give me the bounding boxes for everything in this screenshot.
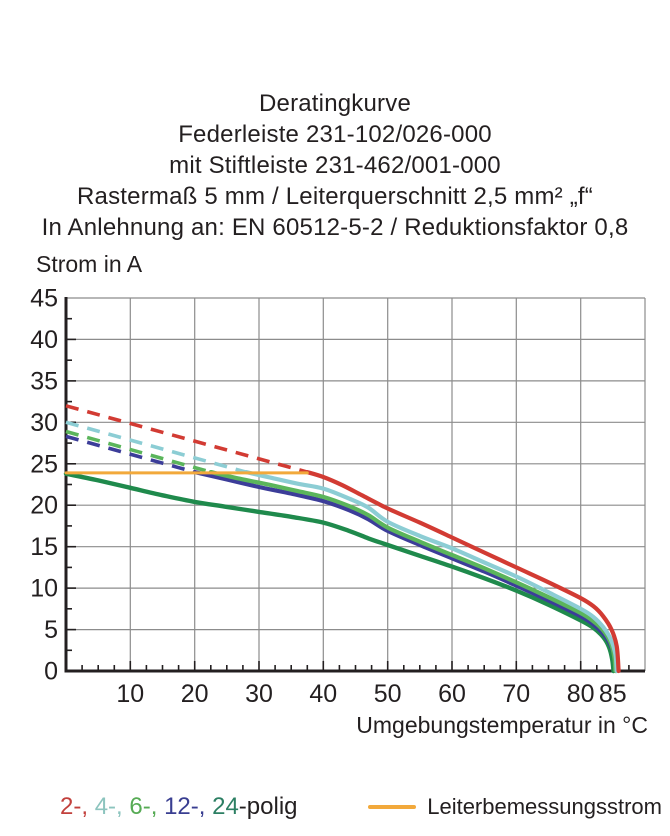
x-tick-label: 85	[599, 680, 627, 708]
x-tick-label: 70	[502, 680, 530, 708]
curve-24-polig	[63, 471, 616, 674]
chart-title-line: Federleiste 231-102/026-000	[178, 121, 492, 148]
x-tick-label: 10	[116, 680, 144, 708]
chart-title-line: Rastermaß 5 mm / Leiterquerschnitt 2,5 m…	[77, 183, 593, 210]
y-tick-labels: 0 5 10 15 20 25 30 35 40 45	[30, 285, 58, 686]
y-tick-label: 5	[44, 616, 58, 644]
curve-4-polig	[244, 470, 619, 674]
curve-4-polig-dashed	[65, 420, 247, 474]
x-tick-label: 30	[245, 680, 273, 708]
y-tick-label: 45	[30, 285, 58, 313]
legend-pole-2: 2-,	[60, 793, 95, 820]
curve-2-polig	[305, 470, 621, 674]
x-tick-label: 50	[374, 680, 402, 708]
x-tick-label: 60	[438, 680, 466, 708]
curve-2-polig-dashed	[65, 404, 308, 474]
curves	[63, 404, 621, 674]
legend-poles: 2-, 4-, 6-, 12-, 24-polig	[60, 793, 298, 821]
rated-current-line-swatch	[368, 805, 417, 809]
y-axis-title: Strom in A	[36, 251, 143, 277]
curve-12-polig	[192, 470, 619, 674]
y-tick-label: 35	[30, 367, 58, 395]
chart-title-line: Deratingkurve	[258, 90, 411, 117]
legend-pole-12: 12-,	[164, 793, 213, 820]
grid	[66, 298, 645, 671]
legend-rated: Leiterbemessungsstrom	[368, 792, 662, 822]
x-axis-title: Umgebungstemperatur in °C	[356, 712, 648, 738]
legend-pole-6: 6-,	[129, 793, 165, 820]
y-tick-label: 20	[30, 492, 58, 520]
y-tick-label: 30	[30, 409, 58, 437]
curve-12-polig-dashed	[65, 434, 196, 474]
x-tick-label: 20	[181, 680, 209, 708]
legend-pole-24: 24	[212, 793, 239, 820]
axis-ticks	[67, 317, 630, 670]
chart-title-line: mit Stiftleiste 231-462/001-000	[169, 152, 501, 179]
x-tick-labels: 10 20 30 40 50 60 70 80 85	[116, 680, 626, 708]
legend-pole-polig: -polig	[238, 793, 298, 820]
y-tick-label: 15	[30, 533, 58, 561]
curve-6-polig-dashed	[65, 429, 212, 474]
y-tick-label: 10	[30, 575, 58, 603]
y-tick-label: 0	[44, 658, 58, 686]
legend: 2-, 4-, 6-, 12-, 24-polig Leiterbemessun…	[0, 792, 670, 822]
chart-title: Deratingkurve Federleiste 231-102/026-000…	[0, 88, 670, 243]
y-tick-label: 25	[30, 450, 58, 478]
chart-title-line: In Anlehnung an: EN 60512-5-2 / Reduktio…	[41, 214, 629, 241]
rated-current-label: Leiterbemessungsstrom	[427, 794, 662, 819]
curve-6-polig	[208, 470, 618, 674]
x-tick-label: 40	[309, 680, 337, 708]
legend-pole-4: 4-,	[94, 793, 130, 820]
y-tick-label: 40	[30, 326, 58, 354]
x-tick-label: 80	[567, 680, 595, 708]
